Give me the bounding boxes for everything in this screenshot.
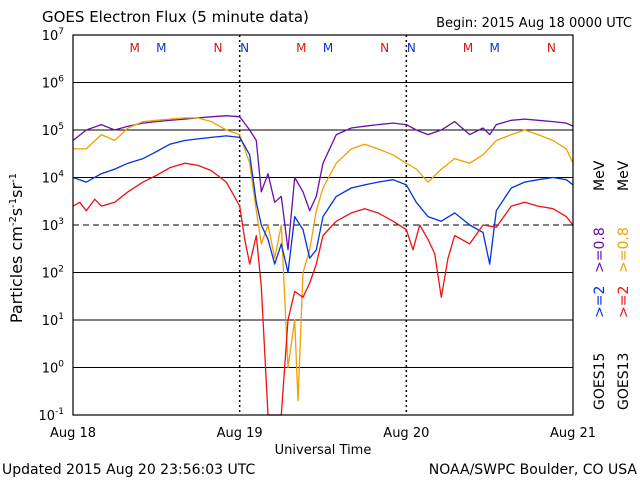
legend-unit-top: MeV: [592, 160, 608, 191]
legend-goes13-08mev: >=0.8: [616, 227, 632, 273]
y-tick-label: 107: [42, 27, 64, 44]
marker-n: N: [380, 41, 389, 55]
legend-goes15-label: GOES15: [592, 353, 608, 410]
y-tick-label: 10-1: [38, 407, 64, 424]
y-tick-label: 106: [42, 75, 65, 92]
x-axis-ticks: Aug 18 Aug 19 Aug 20 Aug 21: [50, 426, 596, 441]
x-axis-label: Universal Time: [275, 443, 372, 458]
x-tick-label: Aug 18: [50, 426, 96, 441]
marker-n: N: [214, 41, 223, 55]
marker-m: M: [156, 41, 166, 55]
legend-goes13-2mev: >=2: [616, 286, 632, 318]
legend-right: GOES15 >=2 >=0.8 MeV GOES13 >=2 >=0.8 Me…: [592, 160, 632, 410]
y-tick-label: 105: [42, 122, 64, 139]
y-axis-label: Particles cm-2s-1sr-1: [7, 173, 26, 323]
marker-n: N: [547, 41, 556, 55]
updated-timestamp: Updated 2015 Aug 20 23:56:03 UTC: [2, 462, 255, 478]
y-tick-label: 100: [42, 360, 65, 377]
y-tick-label: 102: [42, 265, 64, 282]
plot-grid: [73, 35, 573, 415]
legend-goes15-08mev: >=0.8: [592, 227, 608, 273]
legend-unit-bottom: MeV: [616, 160, 632, 191]
legend-goes15-2mev: >=2: [592, 286, 608, 318]
y-tick-label: 104: [42, 170, 65, 187]
legend-goes13-label: GOES13: [616, 353, 632, 410]
marker-m: M: [296, 41, 306, 55]
series-line-goes15_08: [72, 115, 574, 251]
y-tick-label: 103: [42, 217, 64, 234]
marker-n: N: [407, 41, 416, 55]
marker-m: M: [489, 41, 499, 55]
x-tick-label: Aug 20: [383, 426, 429, 441]
series-layer: [72, 115, 574, 416]
marker-n: N: [240, 41, 249, 55]
y-axis-ticks: 107 106 105 104 103 102 101 100 10-1: [38, 27, 573, 424]
series-line-goes13_08: [73, 117, 574, 402]
chart-title: GOES Electron Flux (5 minute data): [42, 8, 309, 26]
series-line-goes15_2: [72, 135, 574, 274]
begin-time: Begin: 2015 Aug 18 0000 UTC: [436, 16, 632, 31]
marker-m: M: [129, 41, 139, 55]
x-tick-label: Aug 19: [217, 426, 263, 441]
marker-m: M: [323, 41, 333, 55]
x-tick-label: Aug 21: [550, 426, 596, 441]
series-line-goes13_2: [72, 162, 574, 416]
credit-text: NOAA/SWPC Boulder, CO USA: [429, 462, 638, 478]
marker-m: M: [463, 41, 473, 55]
y-tick-label: 101: [42, 312, 64, 329]
